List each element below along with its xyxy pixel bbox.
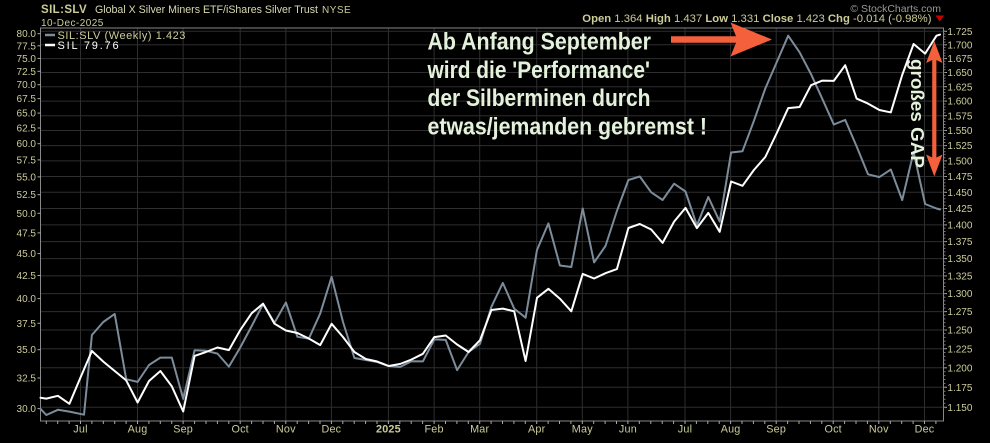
svg-text:80.0: 80.0 (17, 29, 37, 40)
svg-text:Oct: Oct (231, 424, 248, 436)
svg-text:1.450: 1.450 (947, 188, 972, 199)
svg-text:Open 1.364 High 1.437 Low 1.33: Open 1.364 High 1.437 Low 1.331 Close 1.… (582, 13, 931, 25)
svg-text:1.525: 1.525 (947, 141, 972, 152)
svg-text:77.5: 77.5 (17, 41, 37, 52)
svg-text:42.5: 42.5 (17, 271, 37, 282)
svg-text:Dec: Dec (321, 424, 341, 436)
svg-text:60.0: 60.0 (17, 139, 37, 150)
svg-text:Nov: Nov (276, 424, 296, 436)
svg-text:Ab Anfang September: Ab Anfang September (428, 29, 652, 56)
svg-text:1.225: 1.225 (947, 344, 972, 355)
svg-text:35.0: 35.0 (17, 345, 37, 356)
svg-text:SIL 79.76: SIL 79.76 (58, 40, 121, 52)
svg-text:70.0: 70.0 (17, 80, 37, 91)
svg-text:Jul: Jul (678, 424, 692, 436)
svg-text:47.5: 47.5 (17, 228, 37, 239)
svg-text:1.650: 1.650 (947, 68, 972, 79)
svg-text:1.175: 1.175 (947, 383, 972, 394)
svg-text:SIL:SLV: SIL:SLV (41, 4, 87, 16)
svg-text:1.200: 1.200 (947, 363, 972, 374)
svg-text:65.0: 65.0 (17, 109, 37, 120)
svg-text:der Silberminen durch: der Silberminen durch (428, 85, 651, 112)
svg-text:1.150: 1.150 (947, 403, 972, 414)
svg-text:67.5: 67.5 (17, 94, 37, 105)
svg-text:1.425: 1.425 (947, 204, 972, 215)
svg-text:55.0: 55.0 (17, 172, 37, 183)
svg-text:1.300: 1.300 (947, 289, 972, 300)
svg-text:Mar: Mar (470, 424, 489, 436)
svg-text:10-Dec-2025: 10-Dec-2025 (41, 18, 104, 29)
svg-text:1.725: 1.725 (947, 27, 972, 38)
svg-text:57.5: 57.5 (17, 155, 37, 166)
svg-text:May: May (572, 424, 593, 436)
svg-text:50.0: 50.0 (17, 209, 37, 220)
svg-text:1.500: 1.500 (947, 157, 972, 168)
svg-text:Oct: Oct (824, 424, 841, 436)
svg-text:Sep: Sep (766, 424, 786, 436)
svg-text:1.675: 1.675 (947, 54, 972, 65)
svg-text:1.475: 1.475 (947, 172, 972, 183)
svg-text:2025: 2025 (376, 424, 401, 436)
svg-text:1.325: 1.325 (947, 272, 972, 283)
svg-text:Jul: Jul (73, 424, 87, 436)
svg-text:1.700: 1.700 (947, 40, 972, 51)
svg-text:Feb: Feb (424, 424, 443, 436)
svg-text:Global X Silver Miners ETF/iSh: Global X Silver Miners ETF/iShares Silve… (95, 4, 318, 16)
svg-text:40.0: 40.0 (17, 294, 37, 305)
svg-text:großes GAP: großes GAP (907, 59, 928, 168)
svg-text:NYSE: NYSE (322, 5, 351, 16)
svg-text:1.350: 1.350 (947, 254, 972, 265)
svg-text:62.5: 62.5 (17, 124, 37, 135)
svg-text:32.5: 32.5 (17, 374, 37, 385)
svg-text:1.375: 1.375 (947, 237, 972, 248)
svg-text:37.5: 37.5 (17, 319, 37, 330)
svg-text:30.0: 30.0 (17, 404, 37, 415)
svg-text:1.575: 1.575 (947, 111, 972, 122)
svg-text:Sep: Sep (173, 424, 193, 436)
svg-text:Dec: Dec (915, 424, 935, 436)
svg-text:45.0: 45.0 (17, 249, 37, 260)
svg-text:etwas/jemanden gebremst !: etwas/jemanden gebremst ! (428, 113, 708, 140)
svg-text:1.400: 1.400 (947, 221, 972, 232)
svg-text:1.600: 1.600 (947, 97, 972, 108)
svg-text:Jun: Jun (619, 424, 637, 436)
svg-text:52.5: 52.5 (17, 190, 37, 201)
svg-text:© StockCharts.com: © StockCharts.com (850, 3, 941, 15)
svg-text:1.250: 1.250 (947, 326, 972, 337)
svg-text:1.550: 1.550 (947, 126, 972, 137)
svg-text:Nov: Nov (869, 424, 889, 436)
svg-text:Apr: Apr (528, 424, 546, 436)
svg-text:1.625: 1.625 (947, 82, 972, 93)
svg-text:Aug: Aug (721, 424, 741, 436)
svg-text:75.0: 75.0 (17, 54, 37, 65)
svg-text:SIL:SLV (Weekly) 1.423: SIL:SLV (Weekly) 1.423 (58, 30, 186, 42)
svg-text:72.5: 72.5 (17, 67, 37, 78)
svg-text:1.275: 1.275 (947, 307, 972, 318)
svg-text:wird die 'Performance': wird die 'Performance' (427, 57, 650, 84)
svg-text:Aug: Aug (128, 424, 148, 436)
